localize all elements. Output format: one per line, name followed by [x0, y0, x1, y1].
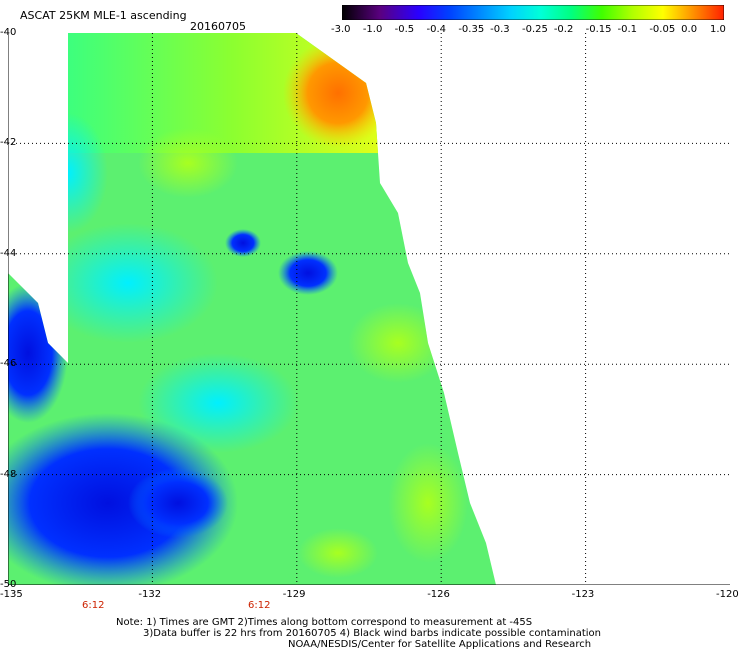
colorbar-label: -0.35 [458, 24, 485, 35]
colorbar-label: -0.4 [426, 24, 447, 35]
date-label: 20160705 [190, 20, 246, 33]
lat-label: -48 [0, 468, 17, 480]
lon-label: -120 [716, 589, 739, 600]
time-label-1: 6:12 [82, 600, 105, 611]
colorbar-label: -1.0 [362, 24, 383, 35]
wind-map [8, 33, 730, 585]
note-line-2: 3)Data buffer is 22 hrs from 20160705 4)… [143, 628, 601, 639]
product-title: ASCAT 25KM MLE-1 ascending [20, 9, 187, 22]
lon-label: -135 [0, 589, 23, 600]
lat-label: -50 [0, 579, 17, 590]
note-line-1: Note: 1) Times are GMT 2)Times along bot… [116, 617, 533, 628]
time-label-2: 6:12 [248, 600, 271, 611]
colorbar-label: -0.1 [617, 24, 638, 35]
colorbar-label: -0.5 [394, 24, 415, 35]
colorbar-label: -0.05 [649, 24, 676, 35]
note-line-3: NOAA/NESDIS/Center for Satellite Applica… [288, 639, 592, 650]
data-swath [8, 33, 496, 585]
lon-label: -132 [138, 589, 162, 600]
lon-label: -126 [427, 589, 450, 600]
colorbar-label: -0.15 [585, 24, 612, 35]
lat-label: -46 [0, 358, 17, 370]
colorbar-label: -0.25 [522, 24, 548, 35]
colorbar-label: -0.2 [553, 24, 574, 35]
colorbar-label: 1.0 [710, 24, 726, 35]
lon-label: -129 [282, 589, 306, 600]
lat-label: -40 [0, 27, 17, 38]
colorbar-label: -0.3 [490, 24, 510, 35]
lat-label: -42 [0, 137, 17, 149]
lon-label: -123 [571, 589, 595, 600]
map-grid [8, 33, 730, 585]
colorbar [342, 5, 724, 20]
colorbar-label: 0.0 [681, 24, 698, 35]
colorbar-label: -3.0 [331, 24, 351, 35]
lat-label: -44 [0, 247, 17, 259]
